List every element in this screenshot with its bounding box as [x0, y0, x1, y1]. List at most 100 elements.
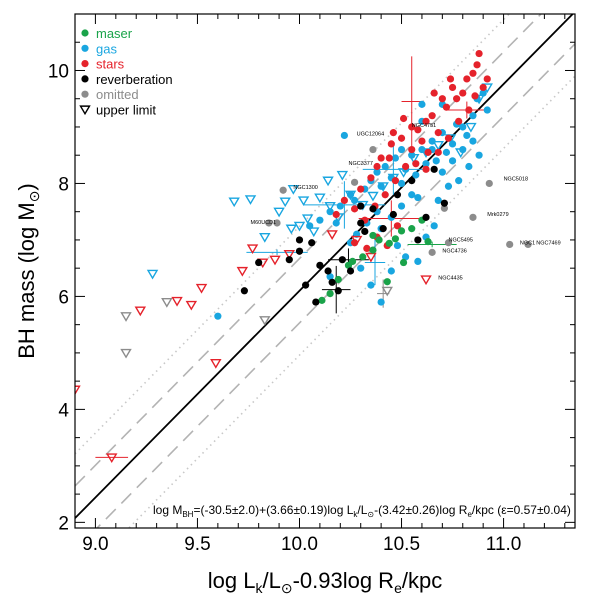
data-point-stars	[357, 185, 365, 193]
x-axis-title: log Lk/L⊙-0.93log Re/kpc	[208, 568, 442, 596]
data-point-omitted	[444, 239, 453, 247]
upper-limit-point-stars	[283, 249, 296, 260]
upper-limit-point-stars	[75, 385, 81, 396]
galaxy-label: NGC1300	[293, 185, 317, 191]
upper-limit-point-gas	[297, 196, 310, 207]
upper-1sigma-line	[75, 14, 543, 487]
legend-label-limit: upper limit	[96, 103, 156, 118]
data-point-reverberation	[357, 202, 365, 210]
data-point-stars	[385, 154, 393, 162]
data-point-gas	[455, 177, 463, 185]
data-point-stars	[465, 106, 473, 114]
upper-limit-point-gas	[308, 227, 320, 238]
data-point-stars	[350, 205, 359, 213]
data-point-reverberation	[440, 199, 448, 207]
best-fit-line	[75, 14, 574, 519]
data-point-gas	[448, 157, 457, 165]
data-point-gas	[346, 191, 355, 199]
data-point-gas	[444, 182, 453, 190]
data-point-maser	[348, 257, 357, 265]
upper-limit-point-stars	[185, 300, 198, 311]
data-point-stars	[408, 123, 416, 131]
data-point-stars	[453, 95, 461, 103]
data-point-stars	[424, 148, 432, 156]
data-point-stars	[350, 239, 359, 247]
upper-limit-point-gas	[293, 221, 306, 232]
data-point-stars	[483, 75, 491, 83]
data-point-stars	[397, 134, 406, 142]
data-point-stars	[430, 89, 438, 97]
data-point-reverberation	[295, 236, 304, 244]
upper-limit-point-stars	[195, 283, 208, 294]
galaxy-label: NGC5495	[448, 238, 472, 244]
x-tick-label: 9.5	[184, 534, 210, 555]
data-point-maser	[369, 231, 377, 240]
data-point-reverberation	[295, 247, 304, 255]
galaxy-label: 4395	[61, 338, 73, 344]
data-point-gas	[393, 241, 402, 250]
legend-label-gas: gas	[96, 41, 117, 56]
data-point-gas	[479, 89, 487, 97]
data-point-gas	[377, 298, 385, 306]
data-point-reverberation	[422, 213, 430, 221]
upper-limit-point-stars	[236, 266, 249, 277]
upper-limit-point-omitted	[259, 316, 271, 326]
data-point-omitted	[428, 248, 436, 256]
data-point-omitted	[279, 186, 287, 194]
fit-lines-layer	[75, 14, 575, 528]
data-point-stars	[412, 160, 420, 168]
upper-limit-point-gas	[146, 269, 159, 280]
x-tick-label: 9.0	[82, 534, 108, 555]
data-point-reverberation	[316, 261, 324, 269]
data-point-stars	[399, 114, 408, 123]
data-point-gas	[448, 140, 457, 148]
data-point-maser	[391, 235, 400, 243]
upper-limit-point-omitted	[381, 286, 393, 297]
galaxy-label: NGC4751	[412, 123, 436, 129]
data-point-omitted	[265, 219, 273, 227]
data-point-stars	[446, 75, 455, 83]
legend-label-omitted: omitted	[96, 87, 139, 102]
legend-marker-upper-limit	[79, 105, 91, 116]
data-point-omitted	[524, 240, 532, 249]
data-point-omitted	[506, 240, 514, 249]
data-point-gas	[316, 216, 324, 224]
data-point-gas	[357, 264, 365, 272]
data-point-reverberation	[255, 258, 263, 267]
upper-limit-point-gas	[259, 233, 271, 243]
upper-limit-point-gas	[244, 195, 257, 205]
data-point-stars	[381, 191, 389, 199]
data-point-stars	[444, 134, 453, 142]
data-point-gas	[381, 162, 389, 171]
legend-label-stars: stars	[96, 57, 125, 72]
data-point-stars	[387, 140, 395, 148]
upper-limit-point-gas	[465, 122, 477, 133]
data-point-gas	[428, 137, 436, 145]
galaxy-label: NGC3377	[348, 161, 372, 167]
data-point-reverberation	[361, 227, 369, 236]
data-point-gas	[391, 154, 400, 162]
upper-limit-point-stars	[326, 230, 338, 240]
data-point-gas	[397, 202, 406, 210]
data-point-gas	[367, 281, 375, 289]
data-point-gas	[438, 168, 446, 176]
data-point-stars	[459, 89, 467, 97]
data-point-maser	[326, 289, 334, 298]
legend-marker-stars	[81, 60, 89, 68]
data-point-reverberation	[408, 177, 416, 185]
data-point-maser	[424, 238, 432, 246]
galaxy-label: NGC5018	[504, 177, 528, 183]
data-point-maser	[375, 236, 383, 244]
data-point-stars	[422, 165, 430, 173]
data-point-stars	[391, 177, 400, 185]
data-point-omitted	[485, 179, 493, 188]
data-point-gas	[465, 162, 473, 171]
data-point-gas	[475, 151, 483, 159]
galaxy-label: NGC4736	[442, 248, 466, 254]
data-point-gas	[336, 202, 344, 210]
data-point-stars	[479, 83, 487, 92]
fit-equation: log MBH=(-30.5±2.0)+(3.66±0.19)log Lk/L⊙…	[153, 503, 571, 519]
data-point-stars	[377, 154, 385, 162]
